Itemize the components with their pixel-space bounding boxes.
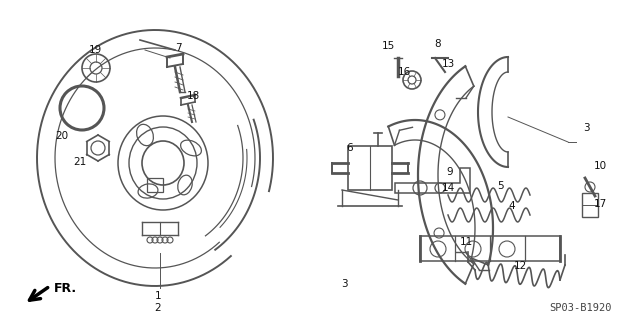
Text: SP03-B1920: SP03-B1920: [548, 303, 611, 313]
Bar: [147, 178, 163, 192]
Bar: [348, 146, 392, 190]
Text: 10: 10: [593, 161, 607, 171]
Text: FR.: FR.: [54, 281, 77, 294]
Text: 2: 2: [155, 303, 161, 313]
Text: 17: 17: [593, 199, 607, 209]
Text: 20: 20: [56, 131, 68, 141]
Bar: [420, 236, 560, 261]
Text: 13: 13: [442, 59, 454, 69]
Text: 16: 16: [397, 67, 411, 77]
Text: 15: 15: [381, 41, 395, 51]
Text: 11: 11: [460, 237, 472, 247]
Text: 8: 8: [435, 39, 442, 49]
Text: 6: 6: [347, 143, 353, 153]
Bar: [582, 193, 598, 217]
Text: 19: 19: [88, 45, 102, 55]
Text: 4: 4: [509, 201, 515, 211]
Text: 3: 3: [582, 123, 589, 133]
Text: 21: 21: [74, 157, 86, 167]
Text: 5: 5: [497, 181, 503, 191]
Text: 18: 18: [186, 91, 200, 101]
Text: 7: 7: [175, 43, 181, 53]
Text: 9: 9: [447, 167, 453, 177]
Text: 12: 12: [513, 261, 527, 271]
Text: 1: 1: [155, 291, 161, 301]
Text: 14: 14: [442, 183, 454, 193]
Text: 3: 3: [340, 279, 348, 289]
